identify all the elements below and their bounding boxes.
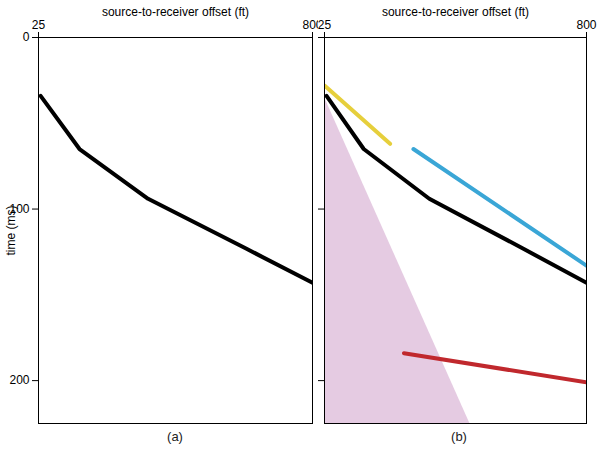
svg-text:source-to-receiver offset (ft): source-to-receiver offset (ft) — [382, 5, 529, 19]
svg-text:800: 800 — [576, 18, 596, 32]
svg-text:200: 200 — [9, 373, 29, 387]
svg-text:time (ms): time (ms) — [4, 206, 18, 256]
svg-text:25: 25 — [318, 18, 331, 32]
svg-text:100: 100 — [9, 201, 30, 216]
svg-text:800: 800 — [302, 18, 318, 32]
html-text:(b): (b) — [451, 429, 467, 444]
svg-text:0: 0 — [23, 30, 30, 44]
svg-text:25: 25 — [32, 18, 46, 32]
html-text:(a): (a) — [167, 429, 183, 444]
svg-text:source-to-receiver offset (ft): source-to-receiver offset (ft) — [102, 5, 249, 19]
